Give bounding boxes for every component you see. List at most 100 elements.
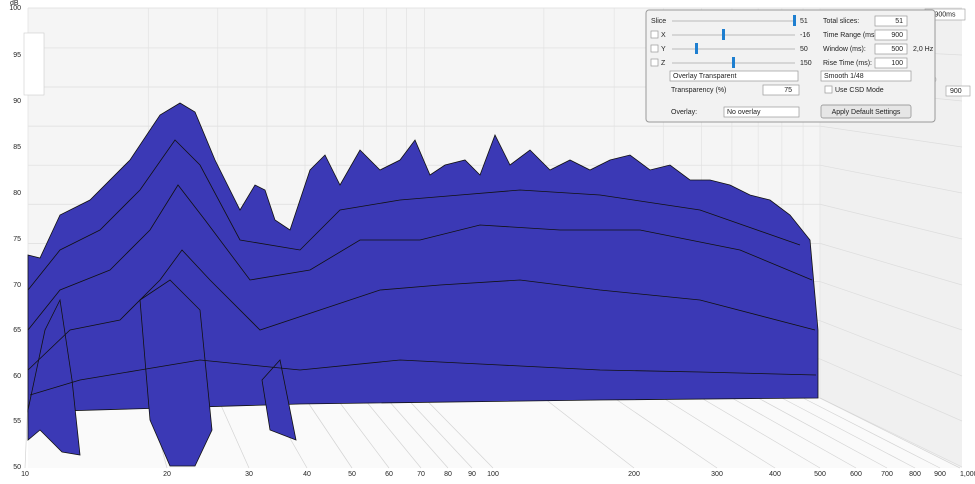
y-label: Y <box>661 46 666 53</box>
side-wall <box>820 8 962 468</box>
waterfall-blob <box>261 359 297 441</box>
x-tick-label: 40 <box>303 471 311 478</box>
y-tick-label: 95 <box>13 52 21 59</box>
slice-line <box>27 249 816 371</box>
apply-button-label: Apply Default Settings <box>832 109 901 116</box>
grid-line <box>424 397 494 469</box>
y-tick-label: 80 <box>13 190 21 197</box>
rise-time-label: Rise Time (ms): <box>823 60 872 67</box>
x-label: X <box>661 32 666 39</box>
transparency-label: Transparency (%) <box>671 87 726 94</box>
grid-line <box>24 397 29 469</box>
overlay-value: No overlay <box>727 109 761 116</box>
y-tick-label: 60 <box>13 373 21 380</box>
time-range-label: Time Range (ms): <box>823 32 879 39</box>
grid-line <box>543 397 635 469</box>
grid-line <box>613 397 718 469</box>
panel-frame <box>645 9 936 123</box>
time-scale-box <box>23 32 45 96</box>
window-extra: 2,0 Hz <box>913 46 934 53</box>
rise-time-input[interactable] <box>874 57 908 69</box>
x-tick-label: 100 <box>487 471 499 478</box>
waterfall-blob <box>27 298 81 456</box>
x-tick-label: 80 <box>444 471 452 478</box>
grid-line <box>819 164 963 194</box>
slice-line <box>27 139 801 291</box>
grid-line <box>731 397 857 469</box>
grid-line <box>217 397 250 469</box>
y-tick-label: 55 <box>13 418 21 425</box>
back-time: 900ms <box>934 11 956 18</box>
total-slices-label: Total slices: <box>823 18 859 25</box>
rise-time-value: 100 <box>891 60 903 67</box>
slice-value: 51 <box>800 18 808 25</box>
time-range-input[interactable] <box>874 29 908 41</box>
y-tick-label: 90 <box>13 98 21 105</box>
grid-line <box>304 397 353 469</box>
y-tick-label: 85 <box>13 144 21 151</box>
grid-line <box>819 320 963 377</box>
csd-label: Use CSD Mode <box>835 87 884 94</box>
slice-slider[interactable] <box>793 15 796 26</box>
x-tick-label: 200 <box>628 471 640 478</box>
grid-line <box>663 397 776 469</box>
window-value: 500 <box>891 46 903 53</box>
y-tick-label: 100 <box>9 5 21 12</box>
x-tick-label: 60 <box>385 471 393 478</box>
x-tick-label: 700 <box>881 471 893 478</box>
grid-line <box>701 397 821 469</box>
grid-line <box>819 397 961 469</box>
x-checkbox[interactable] <box>650 30 659 39</box>
transparency-input[interactable] <box>762 84 800 96</box>
x-tick-label: 70 <box>417 471 425 478</box>
side-time: 900 <box>950 88 962 95</box>
grid-line <box>386 397 449 469</box>
x-tick-label: 500 <box>814 471 826 478</box>
slice-line <box>27 184 813 331</box>
total-slices-value: 51 <box>895 18 903 25</box>
waterfall-blob <box>139 279 213 467</box>
x-slider[interactable] <box>722 29 725 40</box>
x-tick-label: 400 <box>769 471 781 478</box>
smoothing-dropdown[interactable] <box>820 70 912 82</box>
x-tick-label: 10 <box>21 471 29 478</box>
x-tick-label: 800 <box>909 471 921 478</box>
grid-line <box>363 397 422 469</box>
y-checkbox[interactable] <box>650 44 659 53</box>
grid-line <box>819 243 963 286</box>
x-tick-label: 20 <box>163 471 171 478</box>
grid-line <box>336 397 390 469</box>
z-slider[interactable] <box>732 57 735 68</box>
grid-line <box>802 397 941 469</box>
overlay-dropdown[interactable] <box>723 106 800 118</box>
smoothing-value: Smooth 1/48 <box>824 73 864 80</box>
grid-line <box>819 125 963 148</box>
window-input[interactable] <box>874 43 908 55</box>
x-tick-label: 30 <box>245 471 253 478</box>
grid-line <box>757 397 888 469</box>
x-tick-label: 1,000k Hz <box>960 471 975 478</box>
overlay-label: Overlay: <box>671 109 697 116</box>
x-tick-label: 50 <box>348 471 356 478</box>
y-tick-label: 70 <box>13 282 21 289</box>
mode-dropdown[interactable] <box>669 70 799 82</box>
csd-checkbox[interactable] <box>824 85 833 94</box>
slice-line <box>29 359 817 396</box>
x-tick-label: 90 <box>468 471 476 478</box>
y-slider[interactable] <box>695 43 698 54</box>
z-label: Z <box>661 60 666 67</box>
control-panel: Slice 51 X -16 Y 50 Z 150 Overlay Transp… <box>645 9 936 123</box>
waterfall <box>27 102 819 467</box>
time-range-value: 900 <box>891 32 903 39</box>
z-checkbox[interactable] <box>650 58 659 67</box>
apply-button[interactable] <box>820 104 912 119</box>
x-value: -16 <box>800 32 810 39</box>
grid-line <box>781 397 916 469</box>
grid-line <box>819 358 963 422</box>
floor <box>28 398 962 468</box>
side-time-box <box>945 85 971 97</box>
total-slices-input[interactable] <box>874 15 908 27</box>
x-tick-label: 600 <box>850 471 862 478</box>
y-tick-label: 65 <box>13 327 21 334</box>
